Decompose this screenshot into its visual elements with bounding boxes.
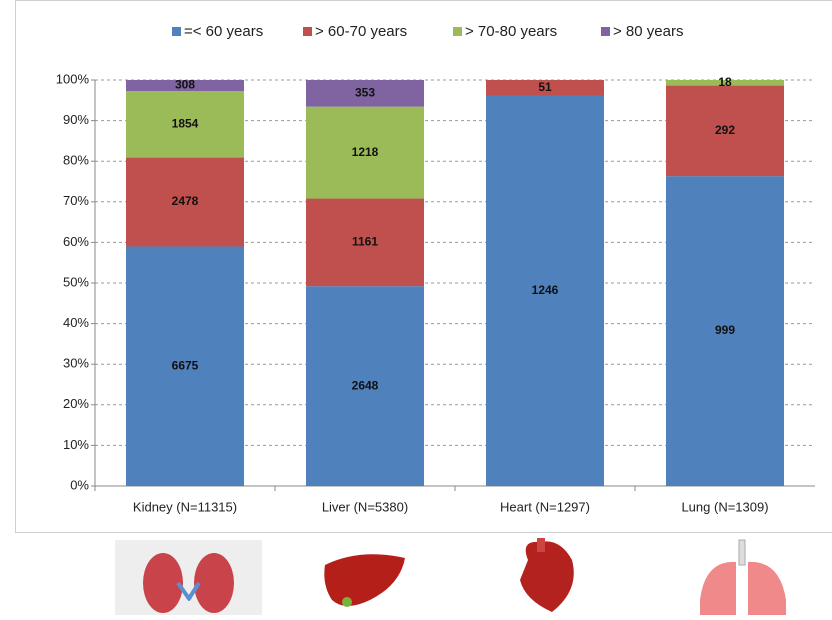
y-tick-label: 40% bbox=[63, 315, 89, 330]
data-label: 1246 bbox=[532, 283, 559, 297]
heart-image bbox=[520, 541, 574, 612]
organ-images bbox=[115, 538, 786, 615]
data-label: 2478 bbox=[172, 194, 199, 208]
legend-label: > 60-70 years bbox=[315, 23, 407, 40]
data-label: 51 bbox=[538, 80, 552, 94]
kidney-image-bg bbox=[115, 540, 262, 615]
legend-label: > 80 years bbox=[613, 23, 683, 40]
data-label: 6675 bbox=[172, 358, 199, 372]
legend-swatch bbox=[453, 27, 462, 36]
x-tick-label: Heart (N=1297) bbox=[500, 499, 590, 514]
data-label: 18 bbox=[718, 75, 732, 89]
legend-swatch bbox=[303, 27, 312, 36]
data-label: 1161 bbox=[352, 235, 378, 249]
y-tick-label: 50% bbox=[63, 274, 89, 289]
lung-left bbox=[700, 562, 736, 615]
y-tick-label: 70% bbox=[63, 193, 89, 208]
data-label: 999 bbox=[715, 323, 735, 337]
kidney-left bbox=[143, 553, 183, 613]
aorta bbox=[537, 538, 545, 552]
data-label: 353 bbox=[355, 85, 375, 99]
y-tick-label: 30% bbox=[63, 356, 89, 371]
y-tick-label: 100% bbox=[56, 71, 90, 86]
x-tick-label: Lung (N=1309) bbox=[681, 499, 768, 514]
data-label: 1854 bbox=[172, 116, 199, 130]
trachea bbox=[739, 540, 745, 565]
x-tick-label: Liver (N=5380) bbox=[322, 499, 408, 514]
y-tick-label: 60% bbox=[63, 234, 89, 249]
legend-swatch bbox=[172, 27, 181, 36]
y-tick-label: 0% bbox=[70, 477, 89, 492]
gallbladder bbox=[342, 597, 352, 607]
data-label: 308 bbox=[175, 78, 195, 92]
y-tick-label: 20% bbox=[63, 396, 89, 411]
data-label: 1218 bbox=[352, 145, 379, 159]
liver-image bbox=[324, 554, 405, 606]
legend-swatch bbox=[601, 27, 610, 36]
y-tick-label: 10% bbox=[63, 437, 89, 452]
lung-right bbox=[748, 562, 786, 615]
legend-label: > 70-80 years bbox=[465, 23, 557, 40]
data-label: 292 bbox=[715, 123, 735, 137]
data-label: 2648 bbox=[352, 378, 379, 392]
legend-label: =< 60 years bbox=[184, 23, 263, 40]
x-tick-label: Kidney (N=11315) bbox=[133, 499, 237, 514]
y-tick-label: 90% bbox=[63, 112, 89, 127]
y-tick-label: 80% bbox=[63, 153, 89, 168]
kidney-right bbox=[194, 553, 234, 613]
